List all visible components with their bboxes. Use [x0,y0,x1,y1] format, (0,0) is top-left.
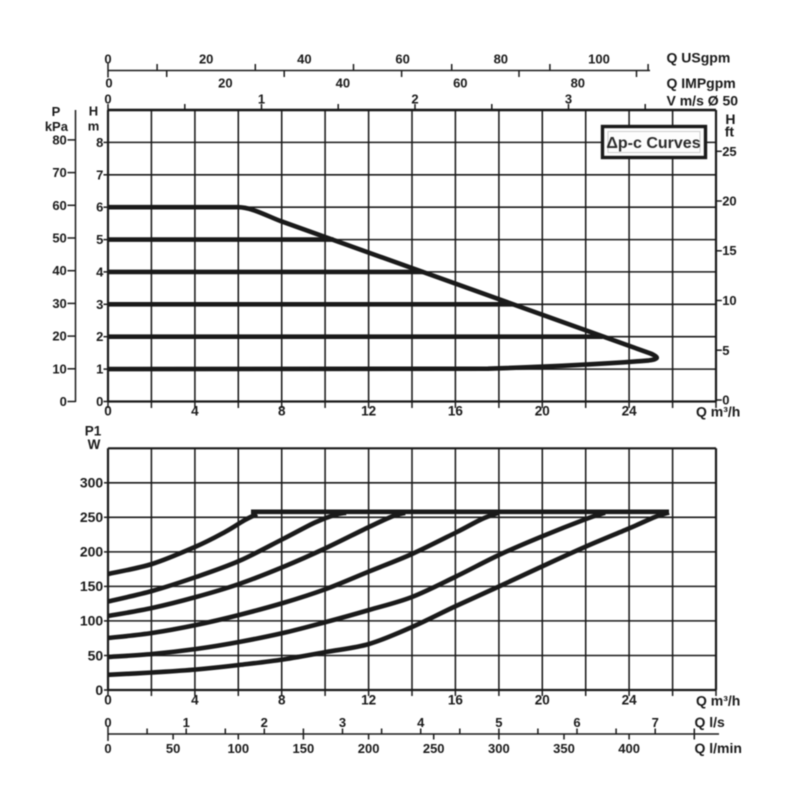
svg-text:H: H [725,111,735,127]
svg-text:0: 0 [105,76,112,91]
svg-text:1: 1 [183,715,190,730]
svg-text:20: 20 [535,404,550,419]
svg-text:4: 4 [191,404,199,419]
svg-text:20: 20 [218,76,232,91]
svg-text:6: 6 [573,715,580,730]
svg-text:300: 300 [488,741,510,756]
svg-text:Q l/s: Q l/s [695,714,726,730]
svg-text:24: 24 [622,404,638,419]
svg-text:30: 30 [52,296,66,311]
svg-text:50: 50 [52,231,66,246]
svg-text:12: 12 [361,693,376,708]
svg-text:0: 0 [60,394,67,409]
svg-text:4: 4 [191,693,199,708]
svg-text:Q m³/h: Q m³/h [696,693,740,709]
svg-text:300: 300 [80,475,104,491]
svg-text:40: 40 [297,52,311,67]
svg-text:200: 200 [80,544,104,560]
svg-text:m: m [88,118,100,133]
svg-text:Δp-c Curves: Δp-c Curves [606,135,700,152]
svg-text:7: 7 [96,167,103,182]
svg-text:2: 2 [261,715,268,730]
svg-text:10: 10 [52,361,66,376]
svg-text:0: 0 [104,715,111,730]
svg-text:15: 15 [722,243,736,258]
svg-text:Q m³/h: Q m³/h [696,404,740,420]
svg-text:20: 20 [52,329,66,344]
svg-text:2: 2 [96,329,103,344]
svg-text:6: 6 [96,200,103,215]
svg-text:4: 4 [417,715,425,730]
svg-text:3: 3 [339,715,346,730]
svg-text:50: 50 [166,741,180,756]
svg-text:60: 60 [453,76,467,91]
svg-text:16: 16 [448,693,464,708]
svg-text:5: 5 [722,343,729,358]
svg-text:250: 250 [423,741,445,756]
svg-text:10: 10 [722,293,736,308]
svg-text:20: 20 [535,693,550,708]
svg-text:40: 40 [336,76,350,91]
svg-text:3: 3 [96,297,103,312]
svg-text:80: 80 [494,52,508,67]
svg-text:0: 0 [722,393,729,408]
svg-text:Q IMPgpm: Q IMPgpm [667,75,736,91]
svg-text:25: 25 [722,144,736,159]
svg-text:200: 200 [358,741,380,756]
svg-text:0: 0 [104,404,112,419]
svg-text:W: W [88,437,101,452]
svg-text:P1: P1 [85,424,102,439]
svg-text:60: 60 [395,52,409,67]
svg-text:400: 400 [618,741,640,756]
svg-text:0: 0 [104,693,112,708]
svg-text:ft: ft [725,124,735,140]
svg-text:0: 0 [104,52,111,67]
svg-text:80: 80 [571,76,585,91]
svg-text:5: 5 [96,232,103,247]
svg-text:1: 1 [258,92,265,107]
svg-text:1: 1 [96,362,103,377]
svg-text:Q l/min: Q l/min [695,740,742,756]
svg-text:60: 60 [52,198,66,213]
svg-text:12: 12 [361,404,376,419]
svg-text:8: 8 [278,404,286,419]
svg-text:100: 100 [588,52,610,67]
svg-text:0: 0 [96,394,103,409]
svg-text:150: 150 [80,578,104,594]
svg-text:3: 3 [565,92,572,107]
svg-text:Q USgpm: Q USgpm [667,50,731,66]
svg-text:0: 0 [104,92,111,107]
svg-text:H: H [89,104,98,119]
svg-text:80: 80 [52,132,66,147]
svg-text:100: 100 [80,613,104,629]
svg-text:2: 2 [411,92,418,107]
svg-text:20: 20 [722,194,736,209]
svg-text:7: 7 [652,715,659,730]
svg-text:V m/s Ø 50: V m/s Ø 50 [667,93,739,109]
svg-text:kPa: kPa [45,119,69,134]
svg-text:150: 150 [293,741,315,756]
svg-text:16: 16 [448,404,464,419]
svg-text:350: 350 [553,741,575,756]
svg-text:100: 100 [227,741,249,756]
svg-text:40: 40 [52,263,66,278]
svg-text:0: 0 [95,682,103,698]
svg-text:8: 8 [278,693,286,708]
svg-text:70: 70 [52,165,66,180]
svg-text:P: P [52,104,61,119]
svg-text:50: 50 [88,647,104,663]
svg-text:0: 0 [104,741,111,756]
svg-text:20: 20 [199,52,213,67]
svg-text:5: 5 [495,715,502,730]
svg-text:8: 8 [96,135,103,150]
svg-text:250: 250 [80,509,104,525]
svg-text:24: 24 [622,693,638,708]
svg-text:4: 4 [96,264,104,279]
